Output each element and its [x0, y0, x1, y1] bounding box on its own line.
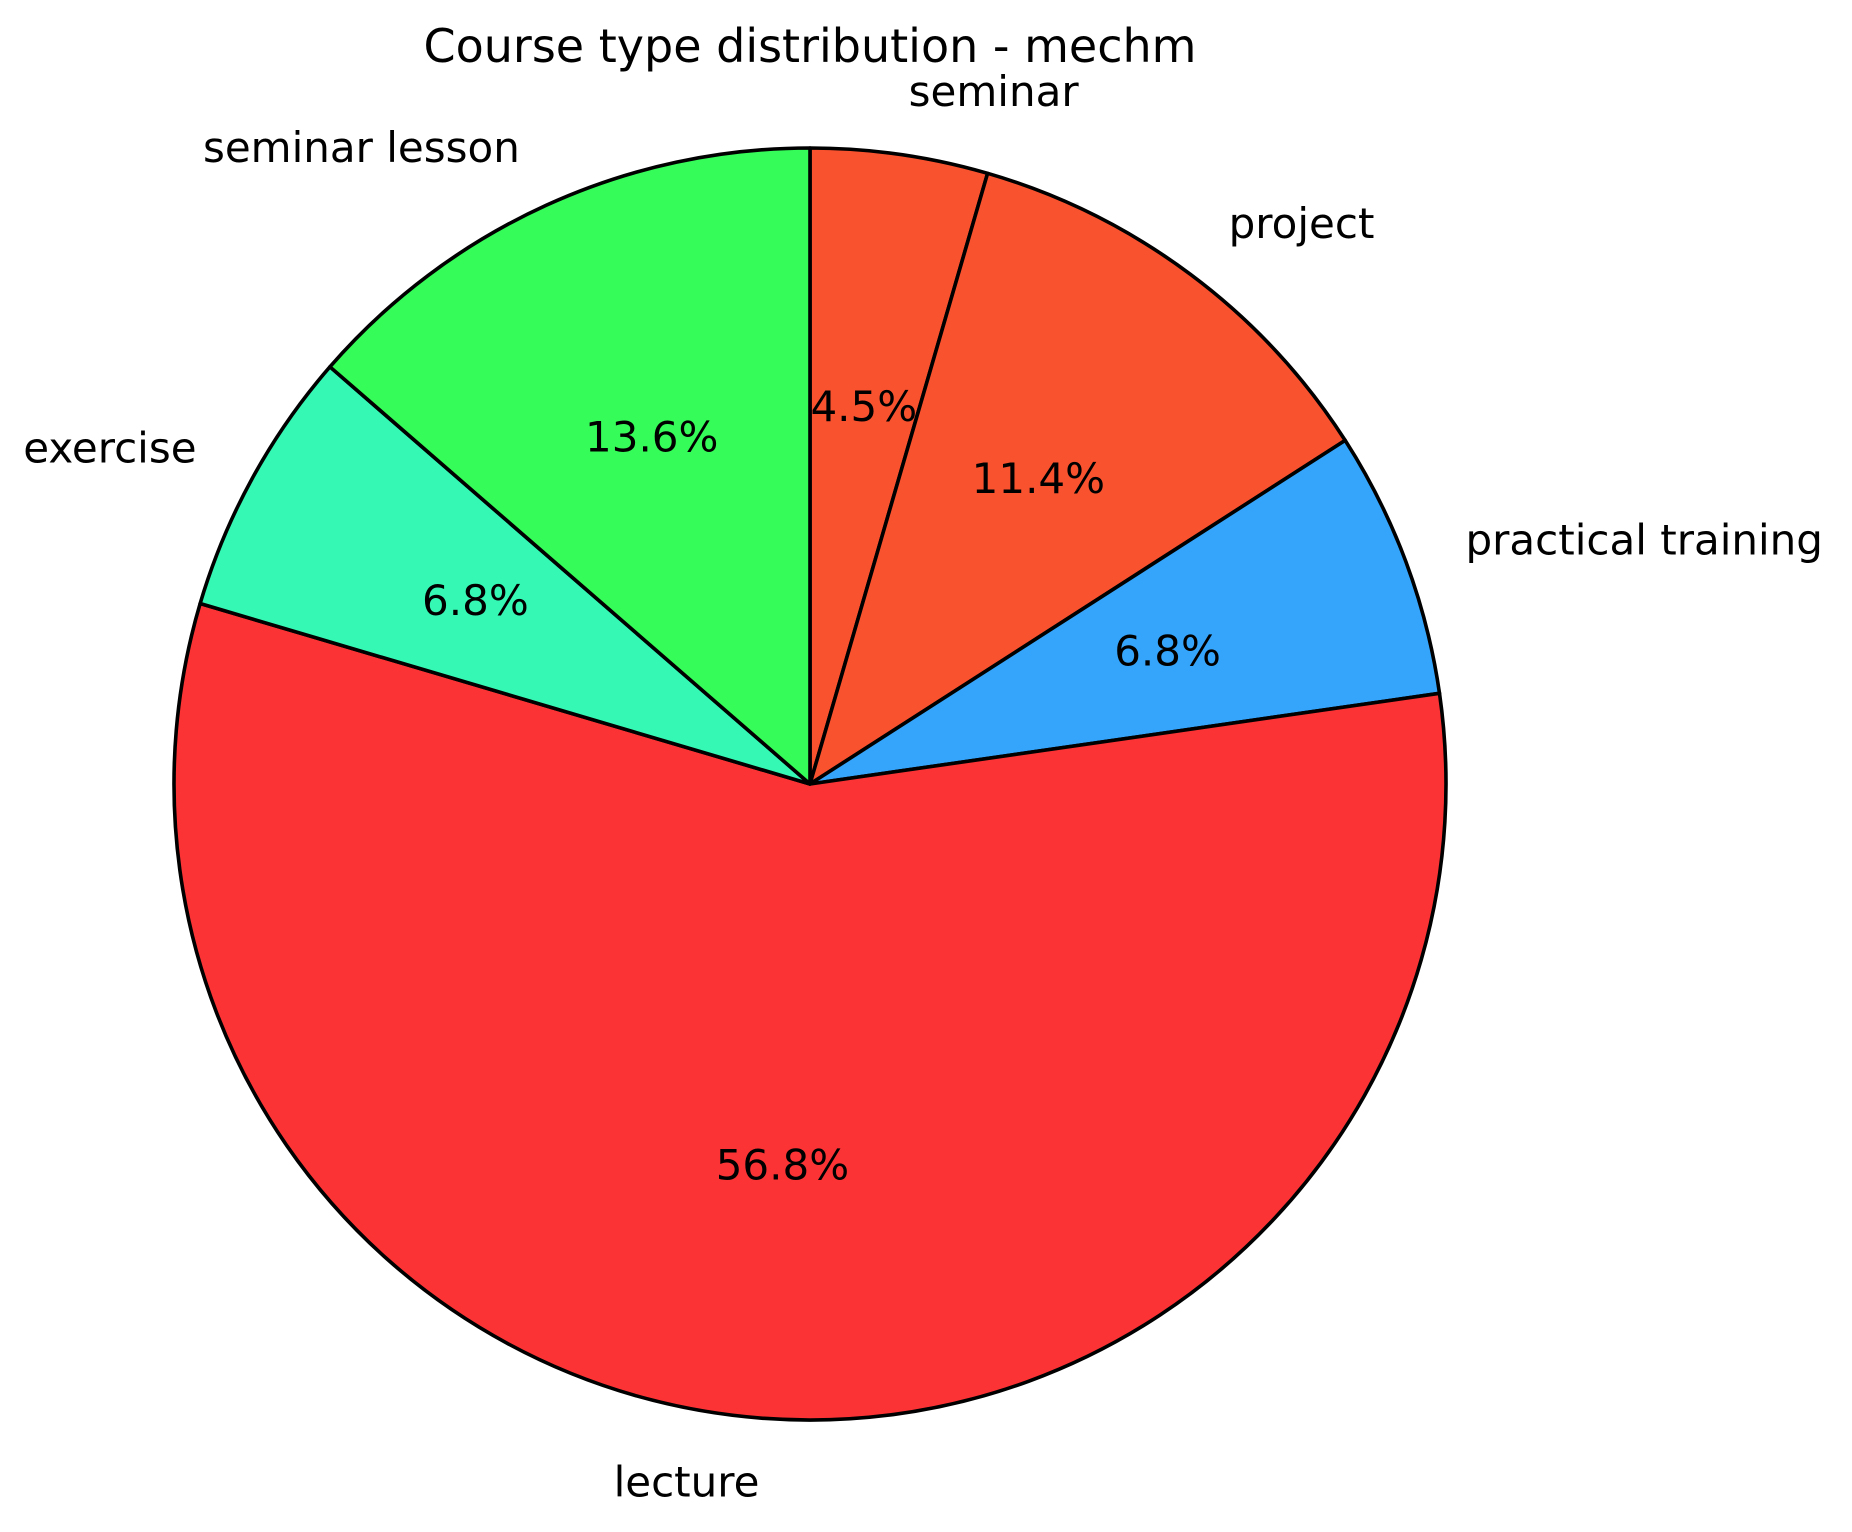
slice-pct-project: 11.4% [972, 454, 1105, 503]
slice-label-exercise: exercise [23, 423, 196, 472]
slice-pct-lecture: 56.8% [716, 1140, 849, 1189]
slice-pct-exercise: 6.8% [422, 576, 529, 625]
slice-label-project: project [1229, 199, 1375, 248]
pie-slice-exercise [198, 365, 812, 786]
slice-label-seminar-lesson: seminar lesson [203, 123, 520, 172]
slice-label-lecture: lecture [614, 1457, 760, 1506]
pie-slice-project [808, 171, 1347, 786]
slice-pct-seminar: 4.5% [810, 382, 917, 431]
pie-slice-seminar-lesson [328, 146, 812, 786]
slice-pct-seminar-lesson: 13.6% [585, 412, 718, 461]
slice-label-practical-training: practical training [1466, 515, 1823, 564]
chart-title: Course type distribution - mechm [424, 19, 1197, 73]
slice-pct-practical-training: 6.8% [1114, 626, 1221, 675]
slice-label-seminar: seminar [909, 67, 1080, 116]
pie-slice-lecture [172, 601, 1448, 1422]
pie-slice-practical-training [808, 438, 1442, 786]
